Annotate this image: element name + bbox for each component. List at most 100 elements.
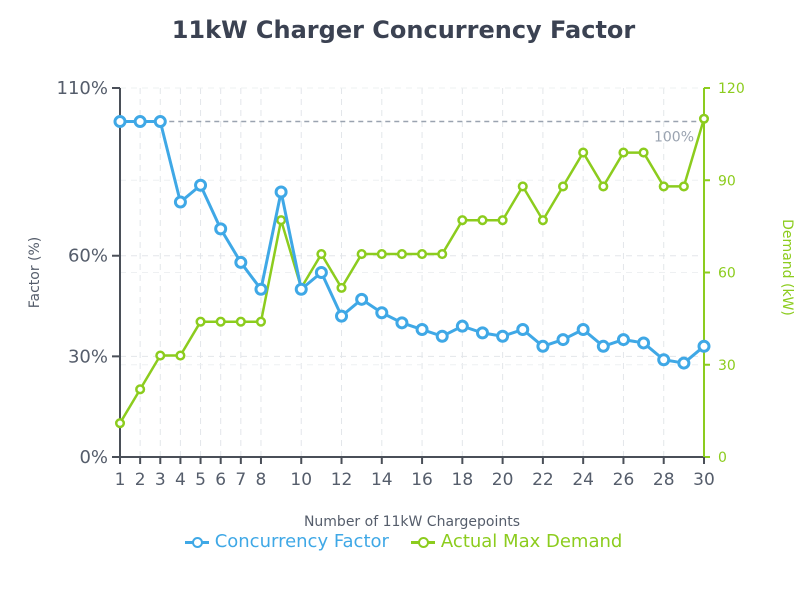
series-line bbox=[118, 118, 706, 424]
data-point bbox=[316, 249, 327, 260]
x-tick-label: 14 bbox=[371, 470, 393, 490]
series-line bbox=[120, 120, 705, 365]
data-point bbox=[596, 339, 610, 353]
y-left-tick-label: 0% bbox=[79, 447, 108, 468]
data-point bbox=[234, 255, 248, 269]
data-point bbox=[153, 115, 167, 129]
x-tick-label: 18 bbox=[452, 470, 474, 490]
data-point bbox=[395, 316, 409, 330]
data-point bbox=[496, 329, 510, 343]
data-point bbox=[173, 195, 187, 209]
data-point bbox=[276, 215, 287, 226]
y-right-tick-label: 90 bbox=[718, 173, 736, 189]
y-right-tick-label: 60 bbox=[718, 266, 736, 282]
data-point bbox=[477, 215, 488, 226]
legend-line-marker-icon bbox=[410, 535, 435, 549]
y-right-tick-label: 0 bbox=[718, 450, 727, 466]
data-point bbox=[133, 115, 147, 129]
legend: Concurrency Factor Actual Max Demand bbox=[0, 531, 807, 552]
data-point bbox=[497, 215, 508, 226]
data-point bbox=[578, 147, 589, 158]
x-tick-label: 12 bbox=[331, 470, 353, 490]
data-point bbox=[537, 215, 548, 226]
data-point bbox=[457, 215, 468, 226]
legend-line-marker-icon bbox=[184, 535, 209, 549]
legend-label-actual-max-demand: Actual Max Demand bbox=[440, 531, 623, 552]
data-point bbox=[658, 181, 669, 192]
data-point bbox=[376, 249, 387, 260]
data-point bbox=[114, 418, 126, 429]
series-concurrency-factor bbox=[113, 115, 711, 370]
data-point bbox=[618, 147, 629, 158]
data-point bbox=[155, 350, 166, 361]
series-group bbox=[113, 113, 711, 429]
data-point bbox=[214, 222, 228, 236]
data-point bbox=[598, 181, 609, 192]
data-point bbox=[657, 353, 671, 367]
data-point bbox=[274, 185, 288, 199]
series-actual-max-demand bbox=[114, 113, 710, 429]
data-point bbox=[254, 282, 268, 296]
data-point bbox=[294, 282, 308, 296]
data-point bbox=[475, 326, 489, 340]
data-point bbox=[417, 249, 428, 260]
data-point bbox=[637, 336, 651, 350]
data-point bbox=[335, 309, 349, 323]
data-point bbox=[536, 339, 550, 353]
x-axis-title: Number of 11kW Chargepoints bbox=[304, 514, 520, 530]
axes bbox=[112, 87, 710, 464]
data-point bbox=[678, 181, 689, 192]
x-tick-label: 22 bbox=[532, 470, 554, 490]
y-right-axis-title: Demand (kW) bbox=[779, 219, 795, 316]
x-tick-label: 26 bbox=[613, 470, 635, 490]
chart-title: 11kW Charger Concurrency Factor bbox=[171, 16, 636, 44]
x-tick-label: 4 bbox=[175, 470, 186, 490]
data-point bbox=[517, 181, 528, 192]
data-point bbox=[616, 333, 630, 347]
y-right-tick-label: 30 bbox=[718, 358, 736, 374]
data-point bbox=[336, 282, 347, 293]
data-point bbox=[557, 181, 569, 192]
data-point bbox=[437, 249, 448, 260]
data-point bbox=[697, 339, 711, 353]
data-point bbox=[638, 147, 649, 158]
x-tick-label: 1 bbox=[115, 470, 126, 490]
data-point bbox=[215, 316, 226, 327]
data-point bbox=[455, 319, 469, 333]
data-point bbox=[255, 316, 267, 327]
x-tick-label: 2 bbox=[135, 470, 146, 490]
x-tick-label: 6 bbox=[215, 470, 226, 490]
x-tick-label: 8 bbox=[256, 470, 267, 490]
y-left-axis-title: Factor (%) bbox=[27, 237, 43, 309]
data-point bbox=[355, 292, 369, 306]
x-tick-label: 28 bbox=[653, 470, 675, 490]
data-point bbox=[175, 350, 186, 361]
data-point bbox=[516, 323, 530, 337]
data-point bbox=[195, 316, 206, 327]
legend-item-actual-max-demand[interactable]: Actual Max Demand bbox=[410, 531, 623, 552]
data-point bbox=[677, 356, 691, 370]
data-point bbox=[698, 113, 710, 124]
data-point bbox=[135, 384, 146, 395]
data-point bbox=[375, 306, 389, 320]
x-tick-label: 5 bbox=[195, 470, 206, 490]
reference-line-group: 100% bbox=[160, 120, 704, 146]
data-point bbox=[396, 249, 407, 260]
data-point bbox=[576, 323, 590, 337]
legend-label-concurrency-factor: Concurrency Factor bbox=[214, 531, 389, 552]
y-left-tick-label: 30% bbox=[68, 346, 108, 367]
x-tick-label: 20 bbox=[492, 470, 514, 490]
data-point bbox=[113, 115, 127, 129]
data-point bbox=[314, 266, 328, 279]
x-tick-label: 3 bbox=[155, 470, 166, 490]
grid bbox=[119, 87, 705, 458]
data-point bbox=[194, 178, 208, 192]
x-tick-label: 24 bbox=[572, 470, 594, 490]
x-tick-label: 10 bbox=[290, 470, 312, 490]
y-left-tick-label: 60% bbox=[68, 246, 108, 267]
legend-item-concurrency-factor[interactable]: Concurrency Factor bbox=[184, 531, 389, 552]
data-point bbox=[356, 249, 367, 260]
x-tick-label: 16 bbox=[411, 470, 433, 490]
